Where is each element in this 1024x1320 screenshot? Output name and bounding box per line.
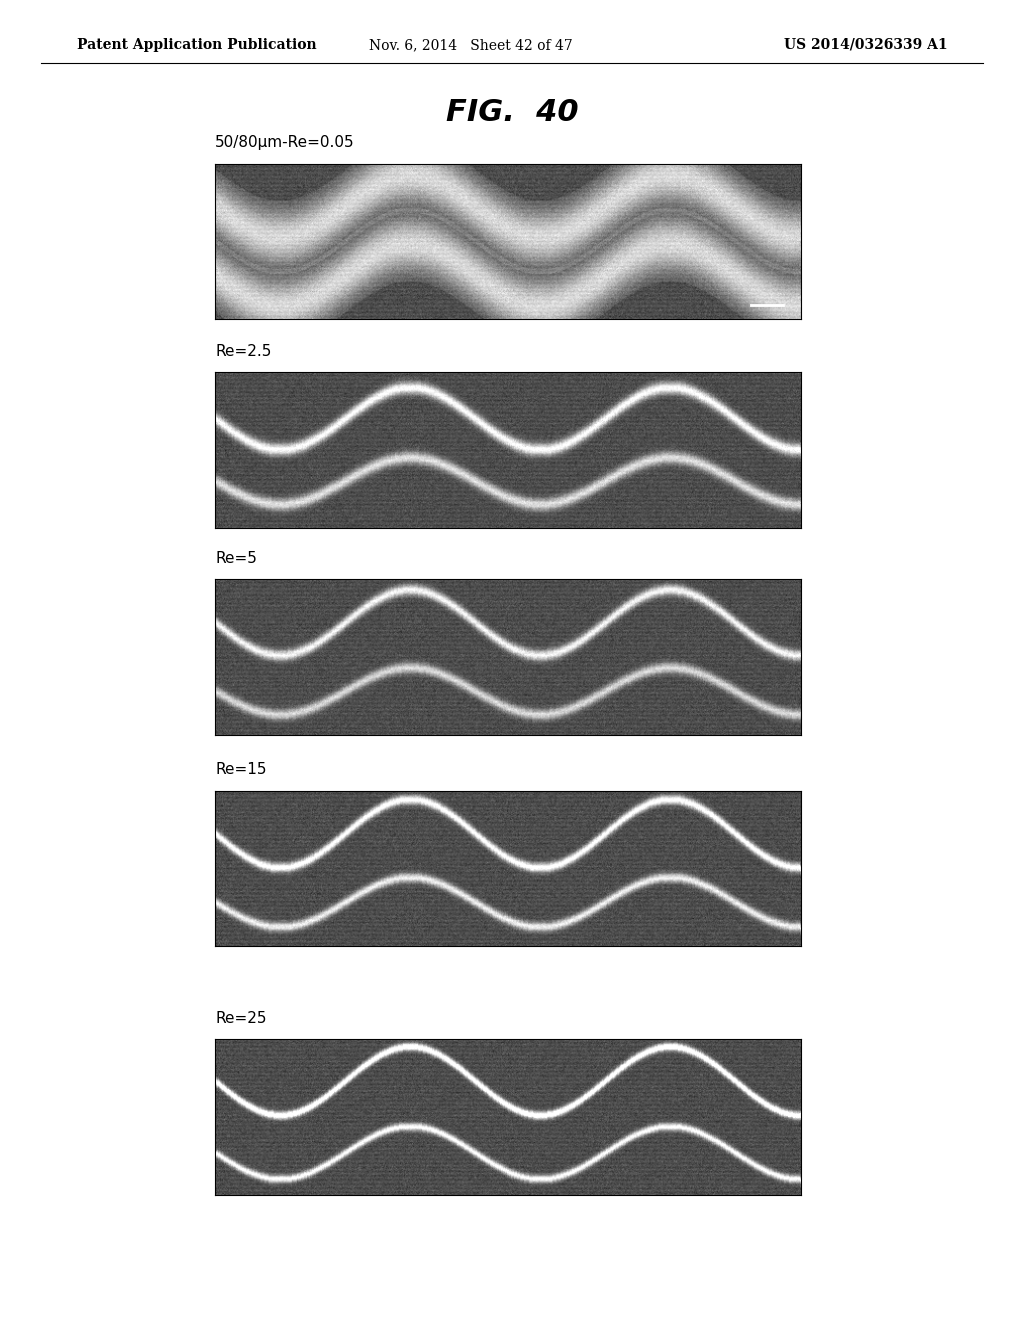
Text: Re=5: Re=5 bbox=[215, 552, 257, 566]
Text: Nov. 6, 2014   Sheet 42 of 47: Nov. 6, 2014 Sheet 42 of 47 bbox=[370, 38, 572, 51]
Text: 50/80μm-Re=0.05: 50/80μm-Re=0.05 bbox=[215, 136, 354, 150]
Text: Patent Application Publication: Patent Application Publication bbox=[77, 38, 316, 51]
Text: US 2014/0326339 A1: US 2014/0326339 A1 bbox=[783, 38, 947, 51]
Text: Re=2.5: Re=2.5 bbox=[215, 345, 271, 359]
Text: FIG.  40: FIG. 40 bbox=[445, 98, 579, 127]
Text: Re=25: Re=25 bbox=[215, 1011, 266, 1026]
Text: Re=15: Re=15 bbox=[215, 763, 266, 777]
